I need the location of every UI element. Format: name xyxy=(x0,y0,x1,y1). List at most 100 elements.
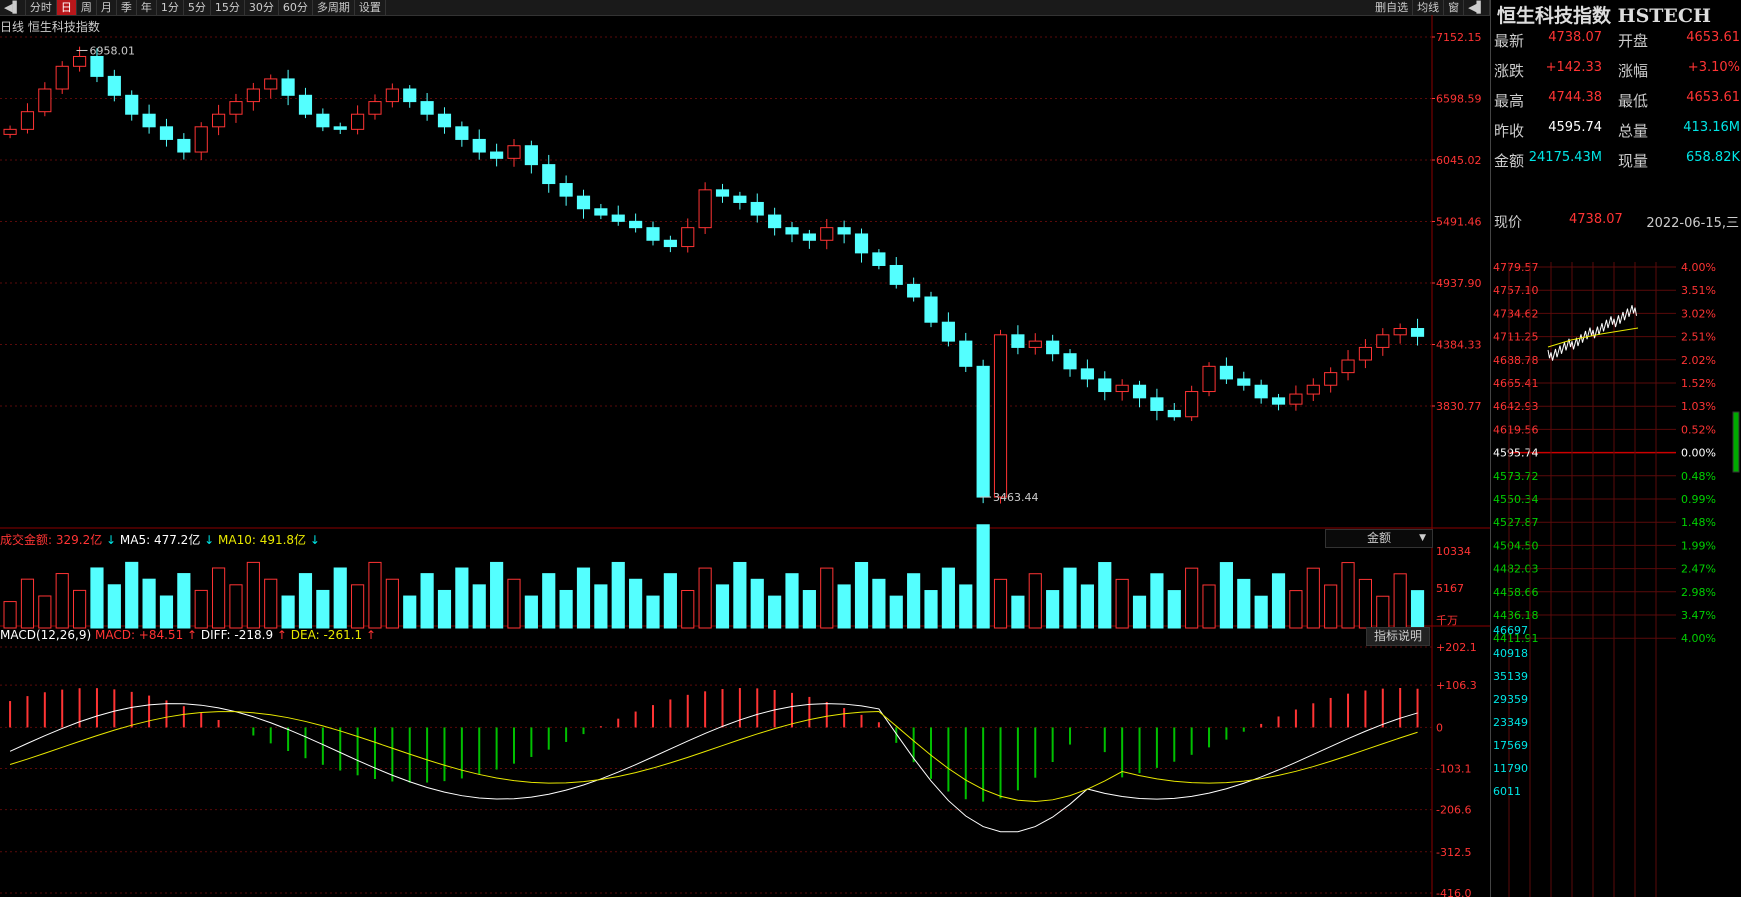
mini-volume-label: 35139 xyxy=(1493,670,1528,683)
volume-bar xyxy=(1132,595,1147,629)
period-tab[interactable]: 分时 xyxy=(26,0,57,15)
candle-body xyxy=(351,113,365,130)
macd-tick-label: -103.1 xyxy=(1436,762,1471,775)
period-tab[interactable]: 15分 xyxy=(211,0,245,15)
candle-body xyxy=(559,183,573,197)
mini-pct-label: 0.52% xyxy=(1681,423,1716,436)
period-tab[interactable]: 年 xyxy=(137,0,157,15)
candle-body xyxy=(524,145,538,166)
period-tab[interactable]: 季 xyxy=(117,0,137,15)
volume-bar xyxy=(1358,578,1372,629)
candle-body xyxy=(854,233,869,254)
volume-bar xyxy=(1063,567,1077,629)
period-tab[interactable]: 月 xyxy=(97,0,117,15)
candle-body xyxy=(142,113,156,128)
candle-body xyxy=(1358,346,1372,361)
mini-pct-label: 1.48% xyxy=(1681,516,1716,529)
volume-bar xyxy=(802,590,816,629)
candle-body xyxy=(1410,328,1425,337)
period-tab[interactable]: 日 xyxy=(56,0,77,15)
candle-body xyxy=(924,296,938,323)
volume-bar xyxy=(212,567,226,629)
volume-bar xyxy=(368,561,382,629)
mini-pct-label: 3.51% xyxy=(1681,284,1716,297)
candle-body xyxy=(1132,384,1147,399)
volume-type-value: 金额 xyxy=(1366,531,1391,545)
mini-scrollbar xyxy=(1732,411,1740,473)
volume-bar xyxy=(20,578,35,629)
candle-body xyxy=(490,151,504,159)
toolbar-right-button[interactable]: 均线 xyxy=(1413,0,1445,15)
volume-bar xyxy=(298,573,313,629)
period-tab[interactable]: 周 xyxy=(77,0,97,15)
candle-body xyxy=(1376,334,1390,348)
period-tab[interactable]: 1分 xyxy=(157,0,184,15)
candle-body xyxy=(733,195,747,203)
candle-body xyxy=(646,227,660,241)
period-tab[interactable]: 设置 xyxy=(355,0,386,15)
back-icon[interactable]: ◀▌ xyxy=(0,0,26,15)
period-tab[interactable]: 30分 xyxy=(245,0,279,15)
toolbar-right-button[interactable]: 窗 xyxy=(1444,0,1465,15)
candle-body xyxy=(1011,334,1025,348)
indicator-help-button[interactable]: 指标说明 xyxy=(1366,627,1430,646)
candle-body xyxy=(1080,368,1094,380)
quote-value: 24175.43M xyxy=(1528,150,1602,165)
period-tab[interactable]: 多周期 xyxy=(313,0,355,15)
volume-bar xyxy=(3,601,17,629)
mini-price-label: 4665.41 xyxy=(1493,377,1539,390)
price-tick-label: 4937.90 xyxy=(1436,277,1482,290)
volume-bar xyxy=(420,573,434,629)
volume-bar xyxy=(524,595,538,629)
candle-body xyxy=(333,126,347,130)
candle-body xyxy=(107,75,121,96)
mini-pct-label: 4.00% xyxy=(1681,262,1716,274)
volume-bar xyxy=(889,595,903,629)
candle-body xyxy=(20,111,35,130)
volume-bar xyxy=(437,589,452,629)
period-tab[interactable]: 60分 xyxy=(279,0,313,15)
volume-type-dropdown[interactable]: 金额 ▼ xyxy=(1325,529,1433,548)
quote-value: 4744.38 xyxy=(1548,90,1602,105)
kline-chart: 7152.15 6598.59 6045.02 5491.46 4937.90 4384.… xyxy=(0,15,1490,897)
volume-bar xyxy=(837,584,851,629)
candle-body xyxy=(159,126,174,140)
candle-body xyxy=(177,138,191,153)
quote-row: 最新 4738.07 开盘 4653.61 xyxy=(1491,30,1741,52)
price-tick-label: 7152.15 xyxy=(1436,31,1482,44)
volume-bar xyxy=(1324,584,1338,629)
candle-body xyxy=(907,283,921,298)
candle-body xyxy=(55,65,69,90)
volume-bar xyxy=(1167,590,1181,629)
quote-row: 涨跌 +142.33 涨幅 +3.10% xyxy=(1491,60,1741,82)
quote-value: +142.33 xyxy=(1545,60,1602,75)
candle-body xyxy=(1237,378,1251,386)
volume-bar xyxy=(611,561,625,629)
candle-body xyxy=(1115,384,1129,393)
volume-bar xyxy=(1046,590,1060,629)
collapse-icon[interactable]: ◀▌ xyxy=(1464,0,1490,15)
quote-label: 总量 xyxy=(1618,122,1649,140)
candle-body xyxy=(38,88,52,113)
mini-pct-label: 2.98% xyxy=(1681,586,1716,599)
candle-body xyxy=(403,88,417,103)
quote-value: 4738.07 xyxy=(1548,30,1602,45)
mini-volume-label: 46697 xyxy=(1493,624,1528,637)
candle-body xyxy=(73,55,87,67)
volume-bar xyxy=(229,584,243,629)
quote-value: 4653.61 xyxy=(1686,30,1740,45)
candle-body xyxy=(1185,391,1199,418)
period-tab[interactable]: 5分 xyxy=(184,0,211,15)
macd-tick-label: 0 xyxy=(1436,721,1443,734)
candle-body xyxy=(1271,397,1286,405)
mini-avg-line xyxy=(1547,327,1639,348)
mini-price-label: 4734.62 xyxy=(1493,307,1539,320)
toolbar-right-button[interactable]: 删自选 xyxy=(1371,0,1414,15)
macd-diff-line xyxy=(9,703,1418,833)
volume-bar xyxy=(820,567,834,629)
volume-bar xyxy=(1098,562,1112,629)
index-title: 恒生科技指数 HSTECH xyxy=(1497,5,1711,27)
mini-volume-label: 40918 xyxy=(1493,647,1528,660)
intraday-mini-chart: 4779.57 4.00% 4757.10 3.51% 4734.62 3.02% 4711… xyxy=(1493,262,1740,897)
volume-bar xyxy=(385,578,399,629)
